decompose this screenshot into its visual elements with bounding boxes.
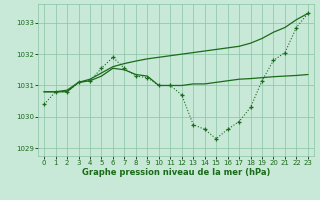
X-axis label: Graphe pression niveau de la mer (hPa): Graphe pression niveau de la mer (hPa) xyxy=(82,168,270,177)
